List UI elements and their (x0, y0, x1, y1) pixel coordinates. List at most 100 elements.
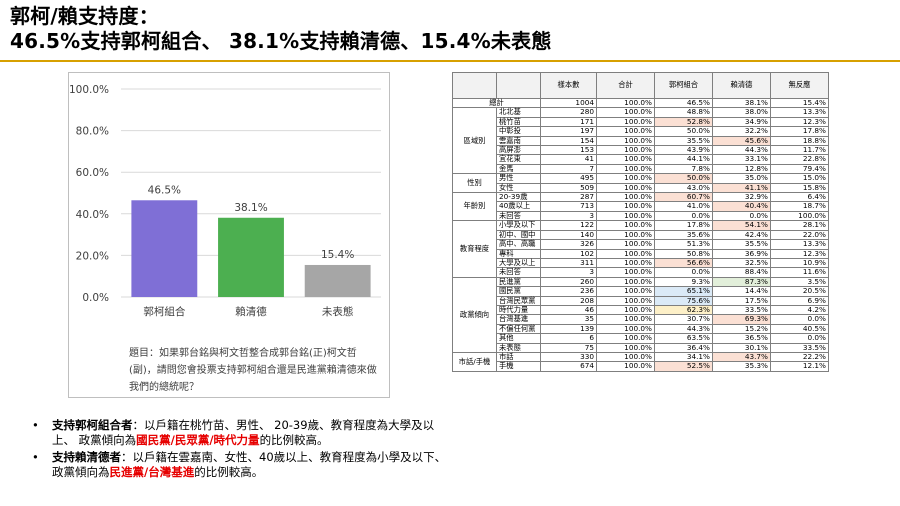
x-tick-label: 郭柯組合 (143, 305, 185, 318)
row-label: 小學及以下 (496, 220, 541, 231)
table-cell: 30.7% (654, 314, 713, 325)
row-label: 手機 (496, 361, 541, 372)
bullet-highlight: 國民黨/民眾黨/時代力量 (136, 433, 260, 447)
table-cell: 28.1% (770, 220, 829, 231)
bullet-lead: 支持賴清德者 (52, 450, 121, 464)
table-cell: 311 (540, 257, 597, 269)
title-line-1: 郭柯/賴支持度： (10, 4, 159, 28)
table-row: 桃竹苗 171 100.0% 52.8% 34.9% 12.3% (453, 116, 829, 128)
table-cell: 280 (540, 107, 597, 118)
table-cell: 40.4% (712, 201, 771, 212)
table-row: 40歲以上 713 100.0% 41.0% 40.4% 18.7% (453, 201, 829, 212)
total-label: 總計 (452, 97, 541, 109)
bar (218, 217, 284, 297)
table-cell: 3 (540, 267, 597, 278)
table-cell: 13.3% (770, 239, 829, 250)
table-row: 宜花東 41 100.0% 44.1% 33.1% 22.8% (453, 154, 829, 165)
table-cell: 15.0% (770, 173, 829, 184)
table-cell: 35 (540, 314, 597, 325)
table-row: 性別 男性 495 100.0% 50.0% 35.0% 15.0% (452, 173, 829, 194)
table-cell: 22.8% (770, 154, 829, 165)
table-cell: 100.0% (596, 286, 655, 297)
table-cell: 0.0% (654, 267, 713, 278)
group-label: 性別 (452, 173, 497, 194)
table-cell: 36.9% (712, 248, 771, 259)
bullet-text-end: 的比例較高。 (194, 465, 264, 479)
table-cell: 100.0% (596, 173, 655, 184)
y-tick-label: 20.0% (76, 250, 109, 262)
table-cell: 100.0% (596, 201, 655, 212)
table-cell: 11.6% (770, 267, 829, 278)
table-cell: 100.0% (596, 154, 655, 165)
table-row: 中彰投 197 100.0% 50.0% 32.2% 17.8% (453, 126, 829, 137)
group-label: 年齡別 (452, 192, 497, 222)
bar-chart-svg: 0.0% 20.0% 40.0% 60.0% 80.0% 100.0% 46.5% 郭柯組合 3… (69, 84, 381, 318)
table-cell: 100.0% (596, 220, 655, 231)
x-tick-label: 賴清德 (235, 305, 267, 318)
table-cell: 100.0% (596, 267, 655, 278)
table-row: 年齡別 20-39歲 287 100.0% 60.7% 32.9% 6.4% (452, 192, 829, 222)
bullet-dot: • (32, 418, 39, 432)
table-cell: 12.1% (770, 361, 829, 372)
table-cell: 65.1% (654, 286, 713, 297)
table-cell: 14.4% (712, 286, 771, 297)
table-cell: 69.3% (712, 314, 771, 325)
table-cell: 100.0% (596, 361, 655, 372)
table-cell: 20.5% (770, 286, 829, 297)
table-cell: 0.0% (770, 333, 829, 344)
table-cell: 88.4% (712, 267, 771, 278)
row-label: 宜花東 (496, 154, 541, 165)
table-cell: 495 (540, 173, 597, 184)
table-cell: 63.5% (654, 333, 713, 344)
table-cell: 100.0% (596, 239, 655, 250)
table-cell: 12.3% (770, 248, 829, 259)
y-tick-label: 40.0% (76, 209, 109, 221)
table-cell: 100.0% (596, 314, 655, 325)
col-header: 賴清德 (712, 72, 771, 99)
table-cell: 41 (540, 154, 597, 165)
table-cell: 100.0% (596, 107, 655, 118)
table-cell: 18.7% (770, 201, 829, 212)
data-label: 38.1% (234, 202, 267, 214)
table-cell: 13.3% (770, 107, 829, 118)
bar (304, 264, 371, 297)
bar (131, 200, 198, 297)
row-label: 未回答 (496, 267, 541, 278)
bullet-text-end: 的比例較高。 (259, 433, 329, 447)
row-label: 北北基 (496, 107, 541, 118)
col-header: 樣本數 (540, 72, 597, 99)
table-cell: 100.0% (596, 248, 655, 259)
row-label: 高中、高職 (496, 239, 541, 250)
group-label: 區域別 (452, 107, 497, 175)
table-cell: 35.3% (712, 361, 771, 372)
row-label: 國民黨 (496, 286, 541, 297)
col-header: 郭柯組合 (654, 72, 713, 99)
table-cell: 102 (540, 248, 597, 259)
table-cell: 54.1% (712, 220, 771, 231)
y-tick-label: 80.0% (76, 126, 109, 138)
group-label: 教育程度 (452, 220, 497, 278)
y-tick-label: 0.0% (82, 292, 109, 304)
table-cell: 52.5% (654, 361, 713, 372)
table-cell: 197 (540, 126, 597, 137)
table-row: 區域別 北北基 280 100.0% 48.8% 38.0% 13.3% (452, 107, 829, 175)
table-cell: 32.2% (712, 126, 771, 137)
table-cell: 38.0% (712, 107, 771, 118)
bullet-guo-ko: • 支持郭柯組合者：以戶籍在桃竹苗、男性、 20-39歲、教育程度為大學及以上、… (30, 418, 450, 448)
bullet-lai: • 支持賴清德者：以戶籍在雲嘉南、女性、40歲以上、教育程度為小學及以下、 政黨… (30, 450, 450, 480)
table-row: 教育程度 小學及以下 122 100.0% 17.8% 54.1% 28.1% (452, 220, 829, 278)
table-cell: 100.0% (596, 126, 655, 137)
table-row: 專科 102 100.0% 50.8% 36.9% 12.3% (453, 248, 829, 259)
page-title: 郭柯/賴支持度： 46.5%支持郭柯組合、 38.1%支持賴清德、15.4%未表… (10, 4, 890, 54)
table-cell: 17.8% (770, 126, 829, 137)
table-cell: 36.5% (712, 333, 771, 344)
group-label: 政黨傾向 (452, 276, 497, 353)
table-row: 國民黨 236 100.0% 65.1% 14.4% 20.5% (453, 286, 829, 297)
table-cell: 100.0% (770, 210, 829, 222)
bullet-lead: 支持郭柯組合者 (52, 418, 133, 432)
table-cell: 35.0% (712, 173, 771, 184)
title-line-2: 46.5%支持郭柯組合、 38.1%支持賴清德、15.4%未表態 (10, 29, 552, 53)
table-cell: 17.8% (654, 220, 713, 231)
table-cell: 122 (540, 220, 597, 231)
table-cell: 674 (540, 361, 597, 372)
